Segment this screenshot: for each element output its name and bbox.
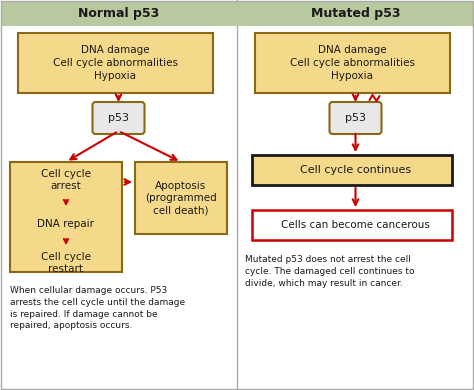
Text: Normal p53: Normal p53 [78,7,159,20]
Text: When cellular damage occurs. P53
arrests the cell cycle until the damage
is repa: When cellular damage occurs. P53 arrests… [10,286,185,330]
Text: Mutated p53 does not arrest the cell
cycle. The damaged cell continues to
divide: Mutated p53 does not arrest the cell cyc… [245,255,414,287]
FancyBboxPatch shape [10,162,122,272]
Text: DNA damage
Cell cycle abnormalities
Hypoxia: DNA damage Cell cycle abnormalities Hypo… [53,45,178,81]
Text: Cell cycle continues: Cell cycle continues [300,165,411,175]
Text: Cell cycle
arrest: Cell cycle arrest [41,169,91,191]
FancyBboxPatch shape [252,210,452,240]
Text: Apoptosis
(programmed
cell death): Apoptosis (programmed cell death) [145,181,217,215]
Text: p53: p53 [345,113,366,123]
FancyBboxPatch shape [329,102,382,134]
Text: p53: p53 [108,113,129,123]
FancyBboxPatch shape [1,1,473,26]
Text: Cell cycle
restart: Cell cycle restart [41,252,91,274]
FancyBboxPatch shape [18,33,213,93]
Text: DNA repair: DNA repair [37,219,94,229]
Text: Mutated p53: Mutated p53 [311,7,400,20]
FancyBboxPatch shape [92,102,145,134]
Text: DNA damage
Cell cycle abnormalities
Hypoxia: DNA damage Cell cycle abnormalities Hypo… [290,45,415,81]
FancyBboxPatch shape [135,162,227,234]
FancyBboxPatch shape [255,33,450,93]
FancyBboxPatch shape [252,155,452,185]
Text: Cells can become cancerous: Cells can become cancerous [281,220,430,230]
